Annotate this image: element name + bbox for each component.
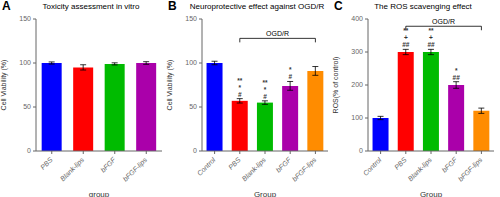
svg-text:0: 0 xyxy=(27,147,31,154)
svg-text:OGD/R: OGD/R xyxy=(432,18,455,25)
svg-text:Cell Viability (%): Cell Viability (%) xyxy=(166,60,174,111)
html-text:The ROS scavenging effect: The ROS scavenging effect xyxy=(374,2,472,11)
svg-text:Cell Viability (%): Cell Viability (%) xyxy=(8,60,9,111)
svg-text:150: 150 xyxy=(19,15,31,22)
svg-text:0: 0 xyxy=(359,147,363,154)
svg-text:+: + xyxy=(404,34,408,41)
svg-text:bFGF-lips: bFGF-lips xyxy=(457,156,485,184)
svg-text:Group: Group xyxy=(254,190,277,197)
svg-text:**: ** xyxy=(428,27,434,34)
svg-text:##: ## xyxy=(453,74,461,81)
svg-text:**: ** xyxy=(237,77,243,84)
svg-text:bFGF-lips: bFGF-lips xyxy=(291,156,319,184)
svg-text:Control: Control xyxy=(362,156,383,177)
svg-text:100: 100 xyxy=(19,59,31,66)
svg-text:100: 100 xyxy=(185,59,197,66)
svg-text:PBS: PBS xyxy=(39,156,54,171)
svg-text:400: 400 xyxy=(351,15,363,22)
svg-text:Group: Group xyxy=(420,190,443,197)
svg-text:##: ## xyxy=(427,41,435,48)
html-text:C: C xyxy=(334,0,343,13)
svg-text:Blank-lips: Blank-lips xyxy=(59,156,86,183)
svg-text:50: 50 xyxy=(23,103,31,110)
svg-text:0: 0 xyxy=(193,147,197,154)
svg-text:PBS: PBS xyxy=(227,156,242,171)
svg-text:+: + xyxy=(429,34,433,41)
svg-text:bFGF: bFGF xyxy=(441,156,459,174)
svg-text:bFGF-lips: bFGF-lips xyxy=(122,156,150,184)
svg-text:Control: Control xyxy=(196,156,217,177)
svg-text:group: group xyxy=(89,190,110,197)
svg-text:*: * xyxy=(455,67,458,74)
html-text:A: A xyxy=(2,0,11,13)
svg-text:150: 150 xyxy=(185,15,197,22)
svg-text:50: 50 xyxy=(189,103,197,110)
svg-text:100: 100 xyxy=(351,114,363,121)
svg-text:bFGF: bFGF xyxy=(99,156,117,174)
svg-text:Blank-lips: Blank-lips xyxy=(241,156,268,183)
svg-text:**: ** xyxy=(403,27,409,34)
svg-text:300: 300 xyxy=(351,48,363,55)
svg-text:##: ## xyxy=(402,41,410,48)
svg-text:PBS: PBS xyxy=(393,156,408,171)
html-text:B: B xyxy=(168,0,177,13)
svg-text:#: # xyxy=(238,91,242,98)
svg-text:ROS(% of control): ROS(% of control) xyxy=(332,57,340,114)
svg-text:bFGF: bFGF xyxy=(275,156,293,174)
svg-text:*: * xyxy=(264,86,267,93)
svg-text:#: # xyxy=(263,93,267,100)
svg-text:OGD/R: OGD/R xyxy=(266,30,289,37)
svg-text:200: 200 xyxy=(351,81,363,88)
html-text:Toxicity assessment in vitro: Toxicity assessment in vitro xyxy=(42,2,140,11)
svg-text:Blank-lips: Blank-lips xyxy=(407,156,434,183)
html-text:Neuroprotective effect against: Neuroprotective effect against OGD/R xyxy=(189,2,325,11)
svg-text:*: * xyxy=(239,84,242,91)
svg-text:*: * xyxy=(289,66,292,73)
svg-text:#: # xyxy=(288,73,292,80)
svg-text:**: ** xyxy=(262,79,268,86)
